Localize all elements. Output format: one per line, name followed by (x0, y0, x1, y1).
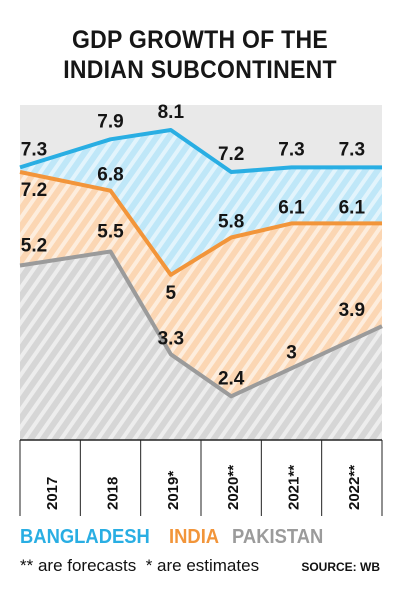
x-tick-label: 2022** (346, 465, 363, 510)
data-label-bangladesh: 7.9 (97, 111, 123, 132)
data-label-india: 7.2 (21, 180, 47, 201)
legend-bangladesh: BANGLADESH (20, 526, 150, 548)
data-label-bangladesh: 8.1 (158, 102, 185, 123)
x-tick-label: 2019* (165, 471, 182, 510)
data-label-pakistan: 3.3 (158, 328, 184, 349)
data-label-india: 6.1 (339, 197, 366, 218)
x-tick-label: 2017 (44, 477, 61, 510)
source-note: SOURCE: WB (301, 560, 380, 574)
legend: BANGLADESH INDIA PAKISTAN (20, 526, 380, 549)
data-label-bangladesh: 7.3 (278, 139, 304, 160)
data-label-india: 6.1 (278, 197, 305, 218)
chart-title-line2: INDIAN SUBCONTINENT (63, 56, 337, 84)
data-label-bangladesh: 7.2 (218, 144, 244, 165)
x-tick-label: 2018 (105, 477, 122, 510)
data-label-bangladesh: 7.3 (339, 139, 365, 160)
data-label-india: 6.8 (97, 165, 123, 186)
data-label-india: 5 (166, 283, 177, 304)
x-tick-label: 2020** (225, 465, 242, 510)
line-pakistan (19, 249, 383, 399)
legend-pakistan: PAKISTAN (231, 526, 323, 548)
data-label-pakistan: 5.5 (97, 221, 124, 242)
note-estimate: * are estimates (145, 556, 260, 575)
area-pakistan (20, 251, 382, 440)
line-india (19, 170, 382, 277)
legend-india: INDIA (169, 526, 220, 548)
notes: ** are forecasts * are estimates (20, 556, 380, 576)
line-bangladesh (19, 128, 382, 174)
x-tick-label: 2021** (286, 465, 303, 510)
data-label-pakistan: 2.4 (218, 368, 245, 389)
data-label-bangladesh: 7.3 (21, 139, 47, 160)
data-label-pakistan: 3.9 (339, 300, 365, 321)
note-forecast: ** are forecasts (20, 556, 137, 575)
data-label-india: 5.8 (218, 211, 244, 232)
data-label-pakistan: 3 (286, 342, 297, 363)
chart-title-line1: GDP GROWTH OF THE (72, 26, 328, 54)
data-label-pakistan: 5.2 (21, 235, 47, 256)
